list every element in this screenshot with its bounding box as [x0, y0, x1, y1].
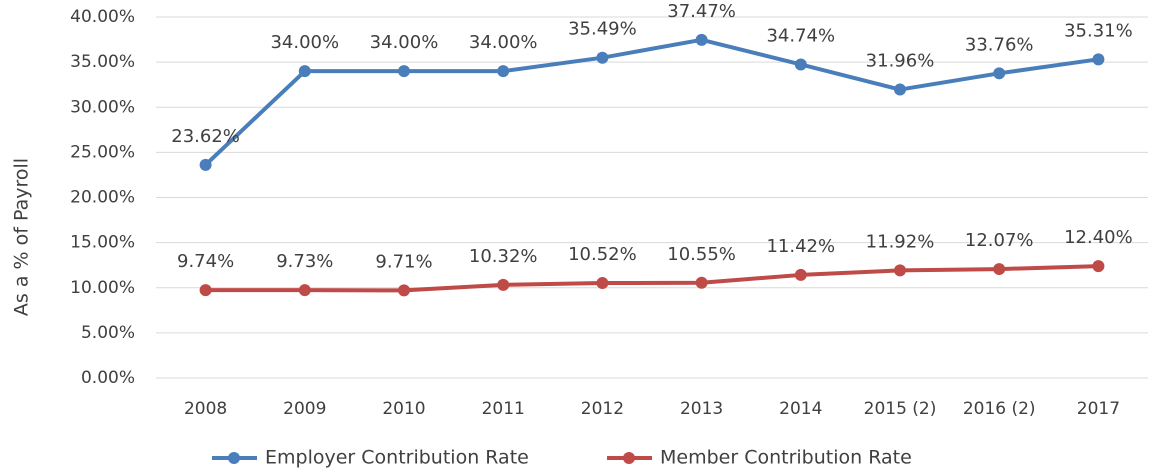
data-point	[993, 263, 1006, 276]
data-point	[894, 83, 906, 96]
data-label: 34.74%	[766, 25, 835, 46]
x-tick-label: 2010	[382, 399, 425, 419]
data-label: 9.73%	[276, 251, 333, 272]
y-tick-label: 35.00%	[70, 52, 135, 72]
legend-marker	[228, 452, 240, 464]
data-point	[497, 65, 510, 78]
y-tick-label: 10.00%	[70, 278, 135, 298]
x-tick-label: 2014	[779, 399, 822, 419]
data-point	[1092, 53, 1105, 66]
data-label: 34.00%	[270, 32, 339, 53]
data-label: 35.49%	[568, 19, 637, 40]
data-point	[398, 65, 410, 78]
x-tick-label: 2017	[1077, 399, 1120, 419]
data-point	[497, 278, 510, 291]
legend-label: Member Contribution Rate	[660, 447, 912, 469]
x-tick-label: 2009	[283, 399, 326, 419]
data-label: 34.00%	[370, 32, 439, 53]
data-label: 12.40%	[1064, 227, 1133, 248]
y-tick-label: 25.00%	[70, 142, 135, 162]
legend-marker	[623, 452, 635, 464]
y-tick-label: 40.00%	[70, 7, 135, 27]
data-label: 11.42%	[766, 236, 835, 257]
data-label: 12.07%	[965, 230, 1034, 251]
data-label: 11.92%	[866, 231, 935, 252]
x-tick-label: 2011	[482, 399, 525, 419]
data-point	[398, 284, 410, 297]
data-label: 23.62%	[171, 126, 240, 147]
data-label: 9.74%	[177, 251, 234, 272]
series-line	[205, 264, 1099, 293]
x-tick-label: 2015 (2)	[864, 399, 937, 419]
data-point	[794, 58, 807, 71]
data-label: 31.96%	[866, 51, 935, 72]
y-tick-label: 0.00%	[81, 368, 135, 388]
data-point	[1092, 260, 1105, 273]
data-label: 35.31%	[1064, 20, 1133, 41]
data-label: 10.52%	[568, 244, 637, 265]
y-tick-label: 20.00%	[70, 188, 135, 208]
y-tick-label: 15.00%	[70, 233, 135, 253]
data-label: 10.55%	[667, 244, 736, 265]
data-point	[794, 268, 807, 281]
x-tick-label: 2012	[581, 399, 624, 419]
data-point	[199, 284, 212, 297]
x-tick-label: 2013	[680, 399, 723, 419]
y-tick-label: 30.00%	[70, 97, 135, 117]
data-label: 34.00%	[469, 32, 538, 53]
data-point	[199, 158, 212, 171]
data-point	[695, 276, 708, 289]
data-label: 33.76%	[965, 34, 1034, 55]
series-line	[204, 37, 1099, 167]
data-label: 10.32%	[469, 246, 538, 267]
x-tick-label: 2008	[184, 399, 227, 419]
data-point	[993, 67, 1006, 80]
data-point	[298, 65, 311, 78]
data-label: 37.47%	[667, 1, 736, 22]
x-tick-label: 2016 (2)	[963, 399, 1036, 419]
y-tick-label: 5.00%	[81, 323, 135, 343]
data-point	[894, 264, 906, 277]
data-label: 9.71%	[375, 251, 432, 272]
data-point	[596, 51, 609, 64]
data-point	[298, 284, 311, 297]
legend-label: Employer Contribution Rate	[265, 447, 529, 469]
y-axis-title: As a % of Payroll	[11, 158, 33, 316]
data-point	[596, 277, 609, 290]
data-point	[695, 33, 708, 46]
